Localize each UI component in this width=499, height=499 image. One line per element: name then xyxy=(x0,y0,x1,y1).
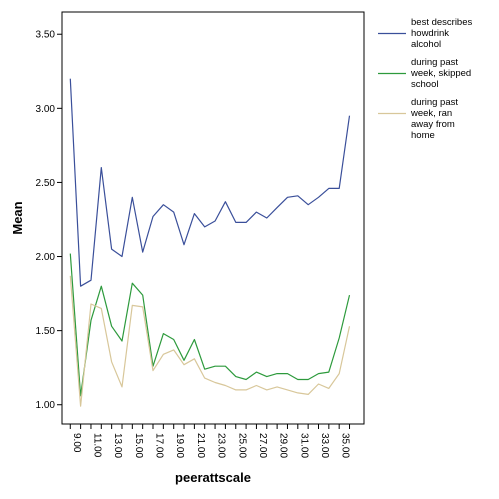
x-tick-label: 15.00 xyxy=(133,433,144,458)
legend-label: home xyxy=(411,130,435,141)
series-line-2 xyxy=(69,253,351,397)
y-tick-label: 1.50 xyxy=(36,326,56,337)
plot-area xyxy=(61,11,365,425)
y-tick-label: 3.00 xyxy=(36,104,56,115)
legend-label: school xyxy=(411,79,438,90)
series-line-3 xyxy=(69,275,351,407)
legend-label: best describes xyxy=(411,17,473,28)
legend-label: howdrink xyxy=(411,28,449,39)
legend-label: week, skipped xyxy=(410,68,471,79)
x-tick-label: 23.00 xyxy=(216,433,227,458)
y-tick-label: 1.00 xyxy=(36,400,56,411)
x-tick-label: 29.00 xyxy=(278,433,289,458)
legend-label: during past xyxy=(411,57,458,68)
x-tick-label: 27.00 xyxy=(257,433,268,458)
x-tick-label: 9.00 xyxy=(71,433,82,453)
x-tick-label: 31.00 xyxy=(298,433,309,458)
legend-label: alcohol xyxy=(411,39,441,50)
y-tick-label: 2.50 xyxy=(36,178,56,189)
y-tick-label: 3.50 xyxy=(36,30,56,41)
x-tick-label: 33.00 xyxy=(319,433,330,458)
y-axis-title: Mean xyxy=(10,201,25,234)
x-axis: 9.00 11.00 13.00 15.00 17.00 19.00 21.00 23.00 2… xyxy=(69,424,351,458)
series-lines xyxy=(69,78,351,407)
x-tick-label: 11.00 xyxy=(91,433,102,458)
x-axis-title: peerattscale xyxy=(175,470,251,485)
legend-label: away from xyxy=(411,119,455,130)
y-tick-label: 2.00 xyxy=(36,252,56,263)
series-line-1 xyxy=(69,78,351,287)
legend-label: during past xyxy=(411,97,458,108)
legend-label: week, ran xyxy=(410,108,452,119)
x-tick-label: 19.00 xyxy=(174,433,185,458)
x-tick-label: 35.00 xyxy=(340,433,351,458)
x-tick-label: 17.00 xyxy=(154,433,165,458)
x-tick-label: 25.00 xyxy=(236,433,247,458)
y-axis: 1.00 1.50 2.00 2.50 3.00 3.50 xyxy=(36,30,62,411)
x-tick-label: 21.00 xyxy=(195,433,206,458)
x-tick-label: 13.00 xyxy=(112,433,123,458)
